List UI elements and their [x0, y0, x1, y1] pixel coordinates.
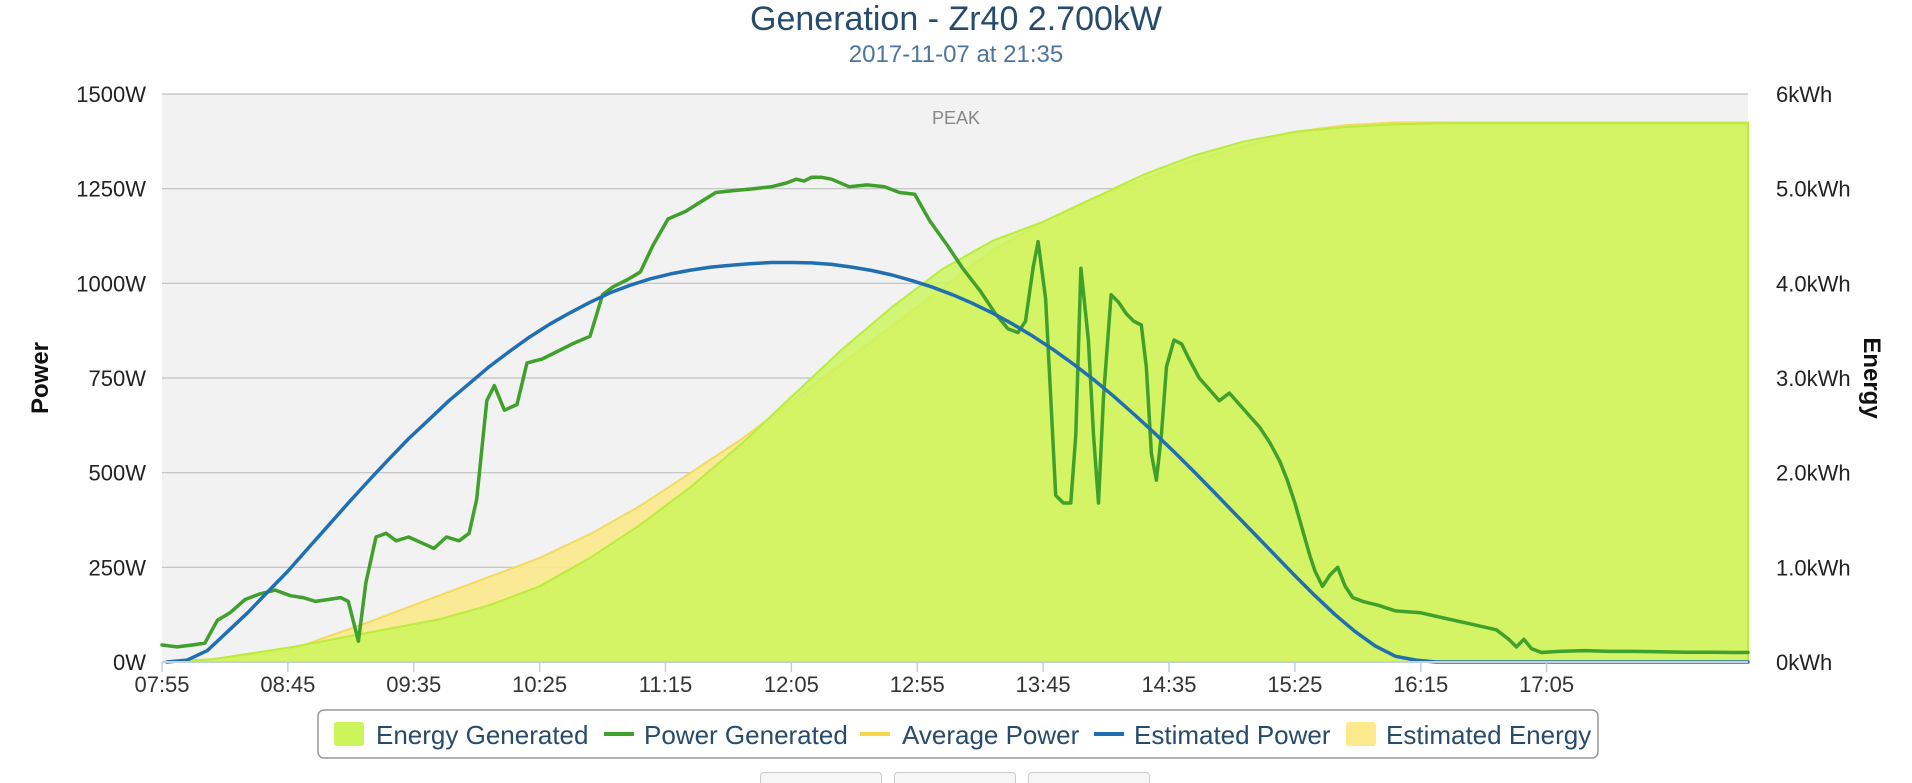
chart-subtitle: 2017-11-07 at 21:35: [849, 41, 1063, 68]
y-right-tick-label: 4.0kWh: [1776, 271, 1851, 296]
x-tick-label: 15:25: [1267, 672, 1322, 697]
y-left-tick-label: 250W: [89, 555, 147, 580]
legend-item-energy-generated[interactable]: Energy Generated: [334, 720, 588, 750]
x-tick-label: 08:45: [260, 672, 315, 697]
legend-label-estimated-energy: Estimated Energy: [1386, 720, 1591, 750]
y-left-tick-label: 1500W: [76, 82, 146, 107]
legend-label-estimated-power: Estimated Power: [1134, 720, 1331, 750]
x-tick-label: 12:05: [764, 672, 819, 697]
series-line-estimated-power: [165, 260, 1750, 664]
y-right-tick-label: 5.0kWh: [1776, 177, 1851, 202]
x-tick-label: 07:55: [134, 672, 189, 697]
legend-label-energy-generated: Energy Generated: [376, 720, 588, 750]
x-tick-label: 10:25: [512, 672, 567, 697]
y-left-tick-label: 1250W: [76, 177, 146, 202]
series-area-energy-generated: [161, 122, 1749, 663]
x-tick-label: 17:05: [1519, 672, 1574, 697]
legend-item-power-generated[interactable]: Power Generated: [604, 720, 848, 750]
series-line-power-generated: [160, 175, 1750, 655]
y-right-tick-label: 2.0kWh: [1776, 461, 1851, 486]
right-axis-title: Energy: [1858, 337, 1885, 419]
y-left-tick-label: 750W: [89, 366, 147, 391]
legend-label-power-generated: Power Generated: [644, 720, 848, 750]
legend-swatch-energy-generated: [334, 722, 364, 746]
legend-item-estimated-power[interactable]: Estimated Power: [1094, 720, 1331, 750]
area-series: [161, 121, 1749, 663]
peak-label: PEAK: [932, 108, 980, 128]
x-tick-label: 13:45: [1016, 672, 1071, 697]
y-right-tick-label: 3.0kWh: [1776, 366, 1851, 391]
legend-item-average-power[interactable]: Average Power: [860, 720, 1080, 750]
line-series: [160, 175, 1750, 664]
legend: Energy Generated Power Generated Average…: [317, 709, 1599, 759]
legend-item-estimated-energy[interactable]: Estimated Energy: [1346, 720, 1591, 750]
y-right-tick-label: 6kWh: [1776, 82, 1832, 107]
legend-box: [317, 709, 1599, 759]
y-left-tick-label: 0W: [113, 650, 146, 675]
legend-swatch-estimated-energy: [1346, 722, 1376, 746]
y-right-tick-label: 0kWh: [1776, 650, 1832, 675]
x-tick-label: 12:55: [890, 672, 945, 697]
left-axis-title: Power: [27, 342, 54, 414]
y-left-tick-label: 500W: [89, 461, 147, 486]
x-tick-label: 14:35: [1141, 672, 1196, 697]
x-tick-label: 16:15: [1393, 672, 1448, 697]
y-left-tick-label: 1000W: [76, 271, 146, 296]
legend-label-average-power: Average Power: [902, 720, 1080, 750]
y-right-tick-label: 1.0kWh: [1776, 555, 1851, 580]
chart-title: Generation - Zr40 2.700kW: [750, 0, 1162, 38]
x-tick-label: 09:35: [386, 672, 441, 697]
x-tick-label: 11:15: [639, 672, 692, 697]
axes: 0W 250W 500W 750W 1000W 1250W 1500W 0kWh 1.0kWh 2…: [76, 82, 1850, 697]
